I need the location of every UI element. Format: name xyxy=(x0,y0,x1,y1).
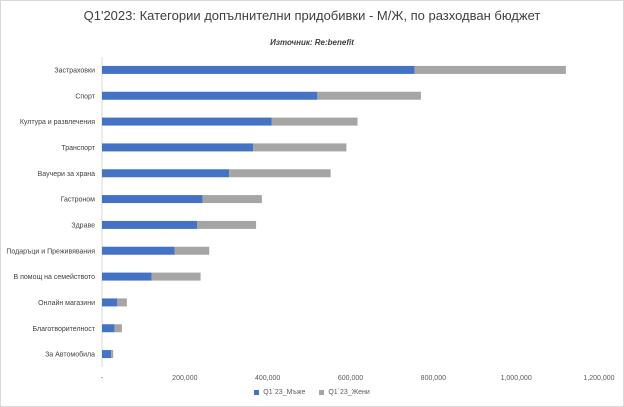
bar-men xyxy=(102,169,230,178)
legend-label-men: Q1`23_Мъже xyxy=(263,389,306,396)
bar-women xyxy=(197,220,257,229)
category-label: Онлайн магазини xyxy=(38,299,95,307)
bar-women xyxy=(151,272,201,281)
bar-women xyxy=(414,65,566,74)
category-label: Здраве xyxy=(71,222,95,229)
bar-men xyxy=(102,65,415,74)
category-label: Подаръци и Преживявания xyxy=(6,248,95,255)
category-label: Спорт xyxy=(75,93,95,100)
category-label: Ваучери за храна xyxy=(38,171,95,178)
category-label: Култура и развлечения xyxy=(20,119,95,126)
x-tick-label: 800,000 xyxy=(421,375,446,382)
bar-men xyxy=(102,246,175,255)
x-tick-label: 200,000 xyxy=(172,375,197,382)
bar-women xyxy=(117,298,127,307)
category-label: Благотворителност xyxy=(32,326,95,333)
bar-men xyxy=(102,91,318,100)
bar-men xyxy=(102,143,254,152)
x-tick-label: 1,000,000 xyxy=(501,375,532,382)
x-tick-label: 600,000 xyxy=(338,375,363,382)
bar-women xyxy=(317,91,421,100)
bar-men xyxy=(102,350,112,359)
legend-item-men: Q1`23_Мъже xyxy=(254,389,305,396)
x-tick-label: 1,200,000 xyxy=(583,375,614,382)
bar-women xyxy=(114,324,122,333)
legend-swatch-women xyxy=(319,389,325,395)
bar-women xyxy=(253,143,347,152)
bar-men xyxy=(102,324,115,333)
legend-swatch-men xyxy=(254,389,260,395)
bar-women xyxy=(229,169,331,178)
bar-men xyxy=(102,272,152,281)
bar-women xyxy=(174,246,210,255)
category-label: Транспорт xyxy=(61,145,95,152)
bar-men xyxy=(102,298,118,307)
chart-legend: Q1`23_Мъже Q1`23_Жени xyxy=(0,389,624,396)
category-label: Гастроном xyxy=(61,197,96,204)
legend-label-women: Q1`23_Жени xyxy=(328,389,370,396)
legend-item-women: Q1`23_Жени xyxy=(319,389,370,396)
chart-title: Q1'2023: Категории допълнителни придобив… xyxy=(83,8,541,23)
x-tick-label: 400,000 xyxy=(255,375,280,382)
chart-subtitle: Източник: Re:benefit xyxy=(270,38,354,47)
bar-men xyxy=(102,117,272,126)
bar-women xyxy=(202,195,262,204)
category-label: За Автомобила xyxy=(45,351,95,359)
category-label: Застраховки xyxy=(54,67,95,74)
x-tick-label: - xyxy=(101,375,104,382)
bar-men xyxy=(102,195,203,204)
bar-women xyxy=(271,117,358,126)
bar-men xyxy=(102,220,198,229)
bar-women xyxy=(111,350,114,359)
category-label: В помощ на семейството xyxy=(13,273,95,281)
